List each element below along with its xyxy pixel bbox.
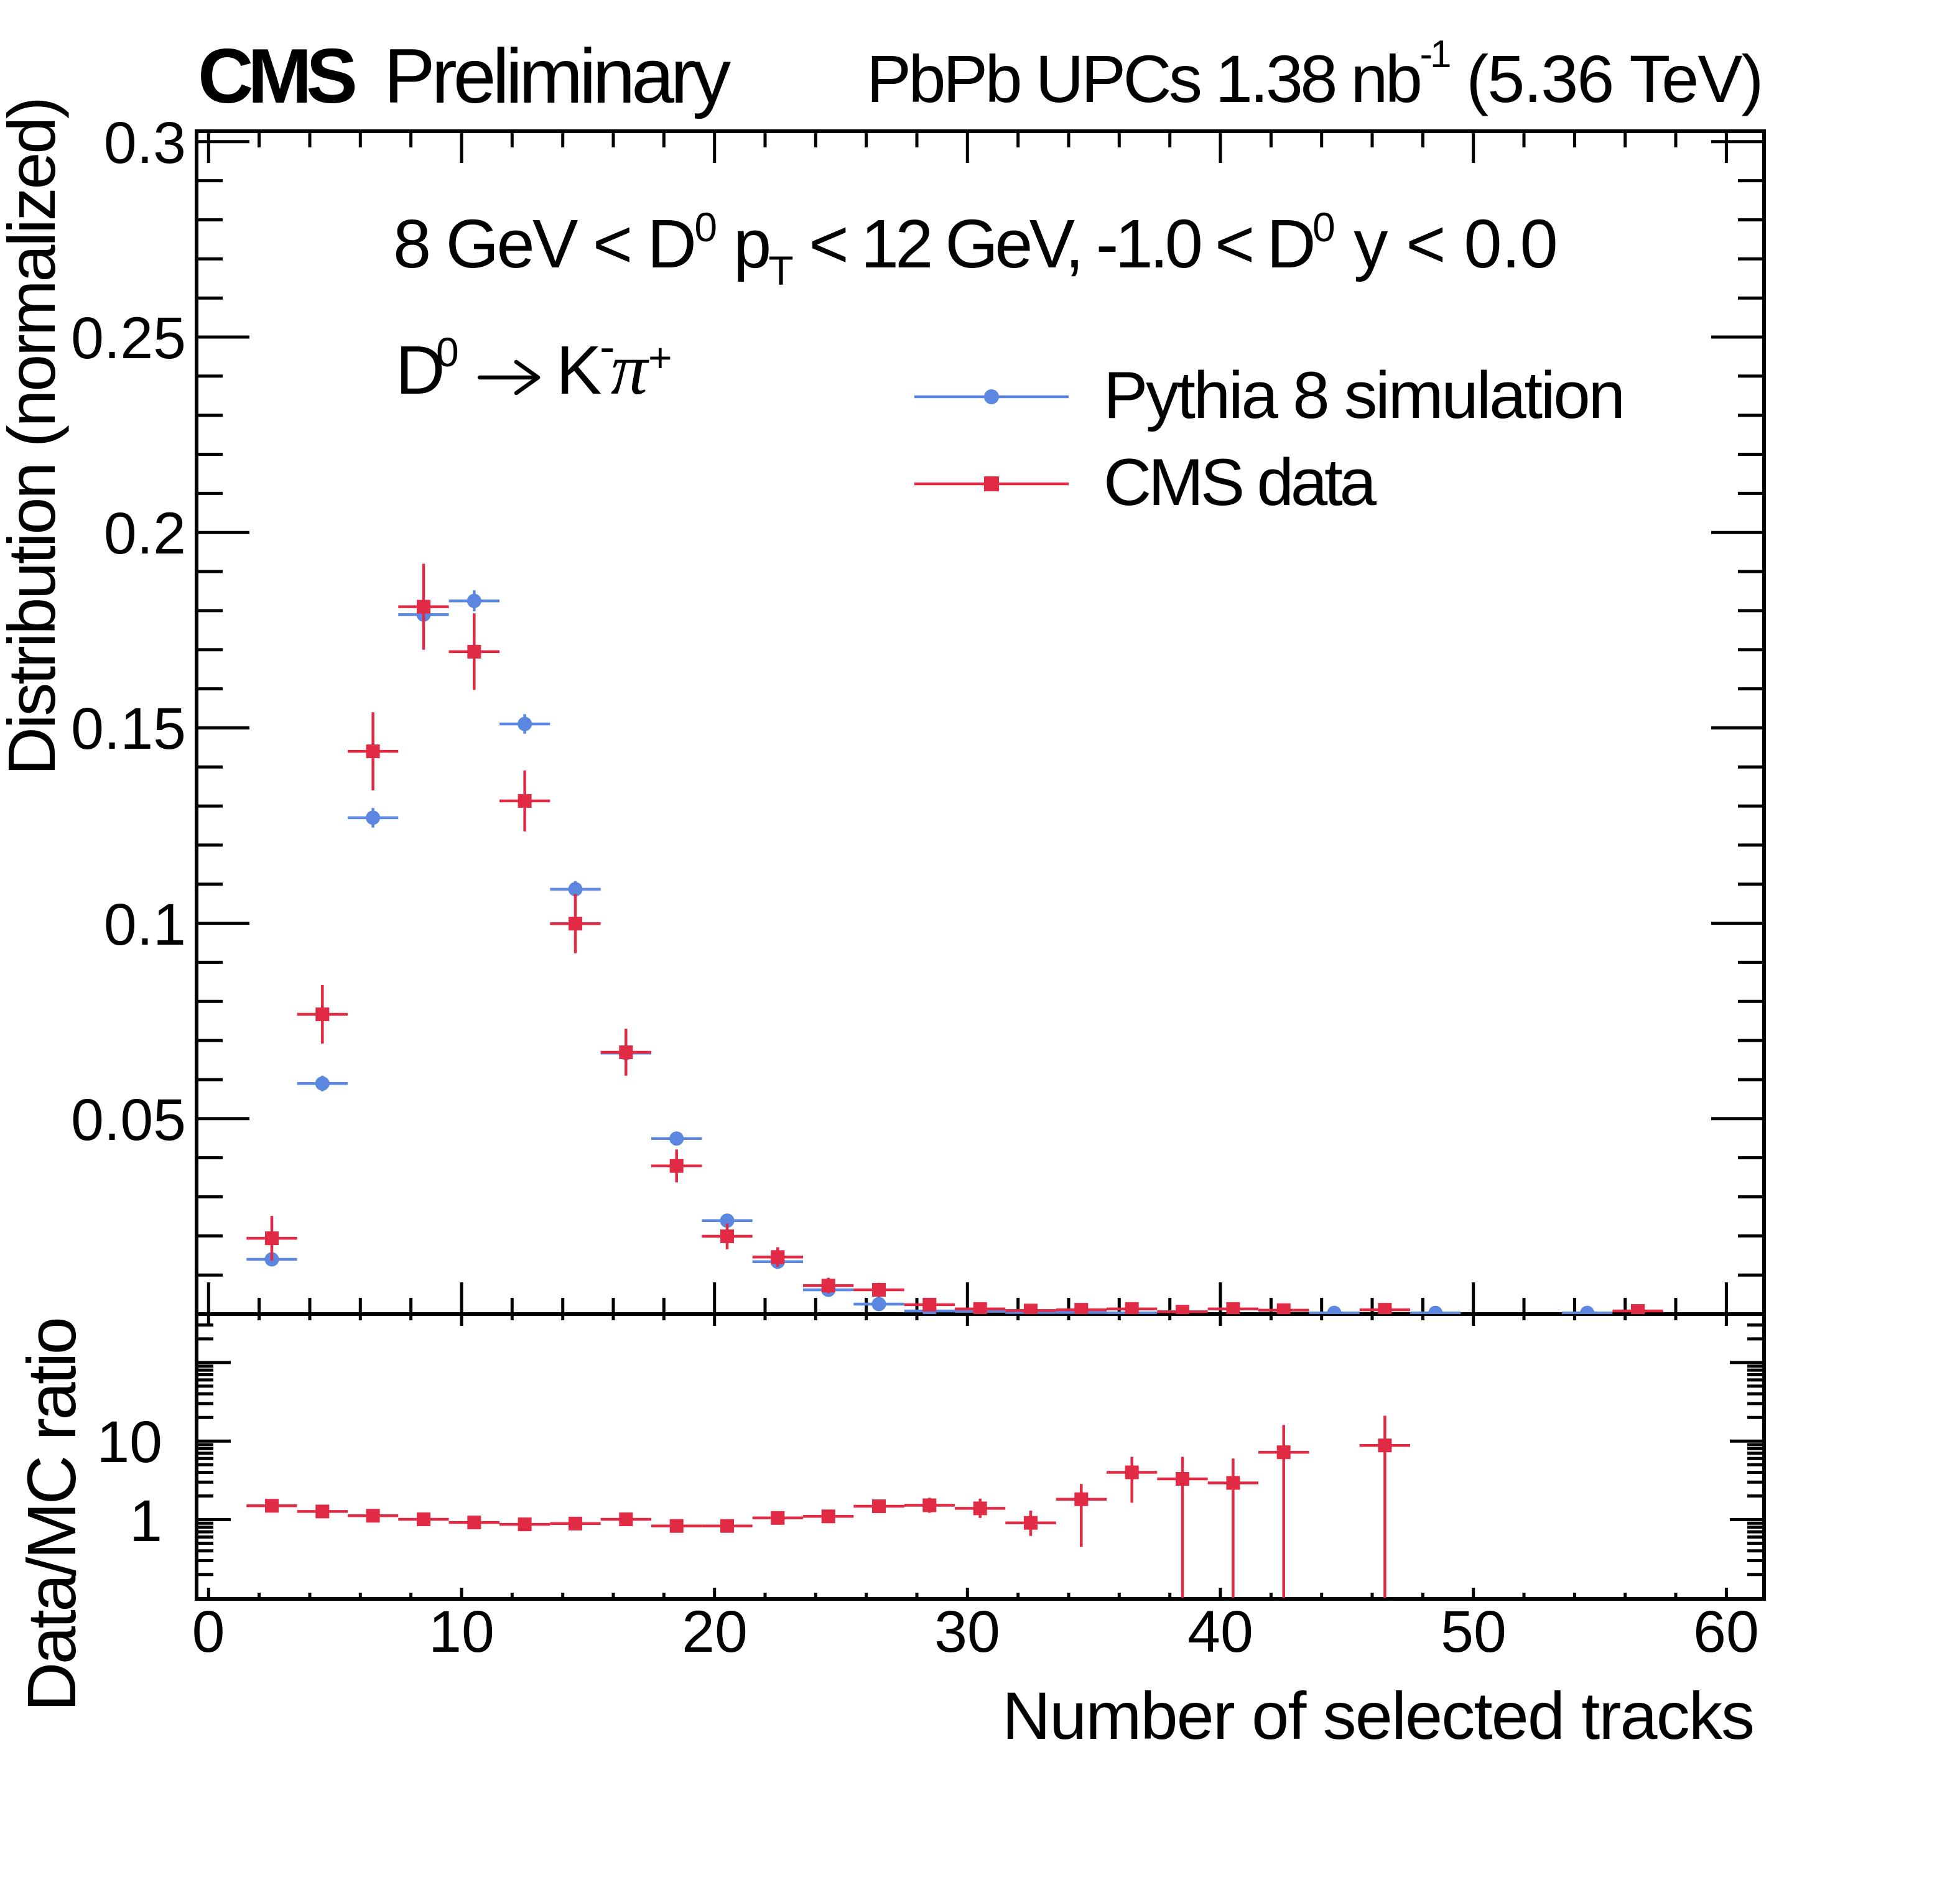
svg-text:Distribution (normalized): Distribution (normalized) xyxy=(0,96,69,776)
svg-text:50: 50 xyxy=(1441,1599,1507,1665)
svg-text:Pythia 8 simulation: Pythia 8 simulation xyxy=(1103,358,1625,432)
svg-text:40: 40 xyxy=(1187,1599,1253,1665)
svg-text:0.2: 0.2 xyxy=(104,501,186,567)
svg-text:Preliminary: Preliminary xyxy=(384,34,731,119)
svg-text:+: + xyxy=(648,335,672,381)
svg-text:Data/MC ratio: Data/MC ratio xyxy=(14,1317,90,1711)
svg-text:0.15: 0.15 xyxy=(71,696,186,762)
svg-text:π: π xyxy=(611,328,649,410)
svg-text:20: 20 xyxy=(682,1599,748,1665)
svg-text:0.25: 0.25 xyxy=(71,305,186,371)
svg-text:CMS data: CMS data xyxy=(1103,445,1377,519)
svg-text:K: K xyxy=(556,332,601,409)
svg-text:-: - xyxy=(600,321,615,373)
svg-text:CMS: CMS xyxy=(198,34,358,119)
svg-text:0.05: 0.05 xyxy=(71,1087,186,1153)
svg-text:10: 10 xyxy=(96,1409,162,1475)
svg-text:30: 30 xyxy=(934,1599,1000,1665)
svg-text:0.1: 0.1 xyxy=(104,892,186,958)
svg-text:Number of selected tracks: Number of selected tracks xyxy=(1002,1678,1755,1753)
svg-text:1: 1 xyxy=(129,1488,162,1554)
svg-text:8 GeV < D0 pT < 12 GeV, -1.0 <: 8 GeV < D0 pT < 12 GeV, -1.0 < D0 y < 0.… xyxy=(393,204,1558,294)
svg-text:60: 60 xyxy=(1693,1599,1759,1665)
svg-text:10: 10 xyxy=(429,1599,495,1665)
svg-text:0: 0 xyxy=(192,1599,225,1665)
svg-text:D: D xyxy=(396,332,445,409)
svg-text:PbPb UPCs 1.38 nb-1 (5.36 TeV): PbPb UPCs 1.38 nb-1 (5.36 TeV) xyxy=(866,33,1763,116)
svg-text:0: 0 xyxy=(436,329,459,375)
svg-text:0.3: 0.3 xyxy=(104,110,186,176)
